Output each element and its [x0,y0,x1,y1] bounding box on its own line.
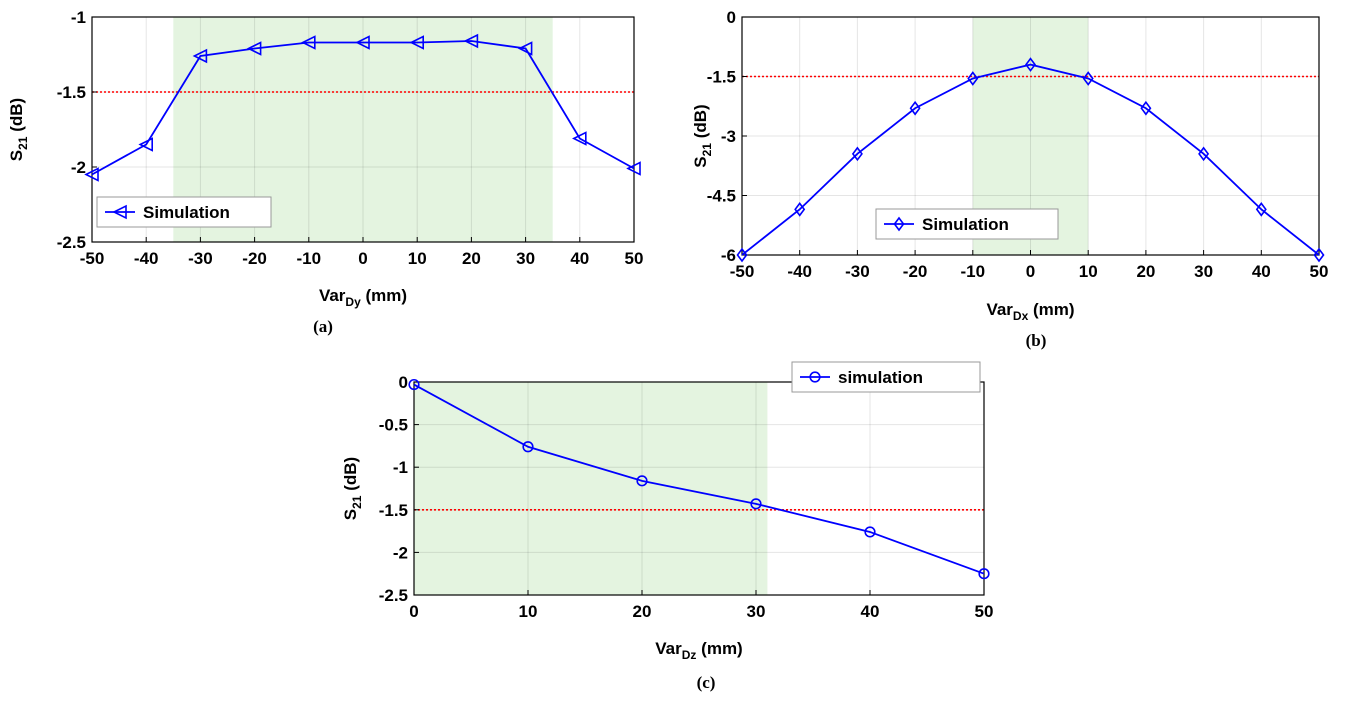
data-point [1140,100,1152,116]
x-tick-label: 10 [1079,262,1098,281]
subfigure-caption: (c) [697,673,716,692]
x-tick-label: -10 [961,262,986,281]
data-point [192,48,208,64]
data-point [978,568,990,580]
x-axis-label: VarDz (mm) [655,639,742,662]
x-tick-label: 50 [975,602,994,621]
y-axis-label: S21 (dB) [341,457,364,520]
data-point [138,137,153,152]
data-point [301,35,316,50]
x-tick-label: -40 [134,249,159,268]
y-tick-label: -1 [71,8,86,27]
x-tick-label: 10 [408,249,427,268]
legend-marker [112,204,127,220]
series-line [741,63,1320,256]
y-tick-label: -2.5 [379,586,408,605]
x-axis-label: VarDx (mm) [986,300,1074,323]
series-line [91,40,635,176]
y-tick-label: -2.5 [57,233,86,252]
data-point [463,33,479,49]
data-point [355,35,370,50]
x-tick-label: -40 [787,262,812,281]
data-point [572,131,587,146]
data-point [626,161,641,176]
chart-panel-a: -50 -40 -30 -20 -10 0 10 20 30 40 50 -1 -1.5 -2 -2.5 Si… [7,8,643,336]
chart-panel-b: -50 -40 -30 -20 -10 0 10 20 30 40 50 0 -1.5 -3 -4.5 -6 S… [691,8,1328,350]
subfigure-caption: (a) [313,317,333,336]
legend-marker [893,216,905,232]
data-point [522,441,534,453]
data-point [1313,247,1325,263]
y-axis-label: S21 (dB) [7,98,30,161]
legend-label: Simulation [143,203,230,222]
data-point [736,247,748,263]
chart-panel-c: 0 10 20 30 40 50 0 -0.5 -1 -1.5 -2 -2.5 simulation Va… [341,361,994,692]
data-point [246,41,262,56]
axes-box [413,381,985,596]
y-axis-label: S21 (dB) [691,104,714,167]
x-tick-label: 40 [570,249,589,268]
y-tick-label: -1 [393,458,408,477]
y-tick-label: -1.5 [57,83,86,102]
data-point [851,146,863,162]
data-point [967,71,979,86]
x-tick-label: 50 [1310,262,1329,281]
x-tick-label: -10 [297,249,322,268]
y-tick-label: -6 [721,246,736,265]
data-point [1198,146,1210,162]
data-point [1025,57,1036,72]
legend-marker [809,371,821,383]
x-tick-label: 40 [1252,262,1271,281]
x-tick-label: -20 [903,262,928,281]
y-tick-label: -3 [721,127,736,146]
x-tick-label: 10 [519,602,538,621]
y-tick-label: 0 [399,373,408,392]
subfigure-caption: (b) [1026,331,1047,350]
x-tick-label: 30 [1194,262,1213,281]
x-tick-label: -50 [80,249,105,268]
x-tick-label: 50 [625,249,644,268]
x-tick-label: -30 [188,249,213,268]
x-tick-label: 30 [516,249,535,268]
y-tick-label: -4.5 [707,187,736,206]
data-point [517,41,533,56]
data-point [750,498,762,510]
data-point [409,35,425,50]
x-tick-label: 40 [861,602,880,621]
y-tick-label: -0.5 [379,416,408,435]
data-point [408,378,420,391]
x-tick-label: 20 [1136,262,1155,281]
data-point [636,475,648,487]
x-tick-label: -20 [242,249,267,268]
data-point [909,100,921,116]
x-tick-label: 0 [1026,262,1035,281]
y-tick-label: -2 [393,543,408,562]
legend-label: simulation [838,368,923,387]
y-tick-label: -1.5 [379,501,408,520]
data-point [84,167,99,182]
x-tick-label: 0 [409,602,418,621]
data-point [864,526,876,538]
x-tick-label: 20 [633,602,652,621]
data-point [1255,202,1267,217]
legend-label: Simulation [922,215,1009,234]
x-tick-label: 20 [462,249,481,268]
x-tick-label: -30 [845,262,870,281]
y-tick-label: 0 [727,8,736,27]
y-tick-label: -1.5 [707,68,736,87]
x-tick-label: 30 [747,602,766,621]
x-axis-label: VarDy (mm) [319,286,407,309]
x-tick-label: -50 [730,262,755,281]
series-line [413,383,985,575]
data-point [1082,71,1094,86]
x-tick-label: 0 [358,249,367,268]
data-point [794,202,806,217]
y-tick-label: -2 [71,158,86,177]
